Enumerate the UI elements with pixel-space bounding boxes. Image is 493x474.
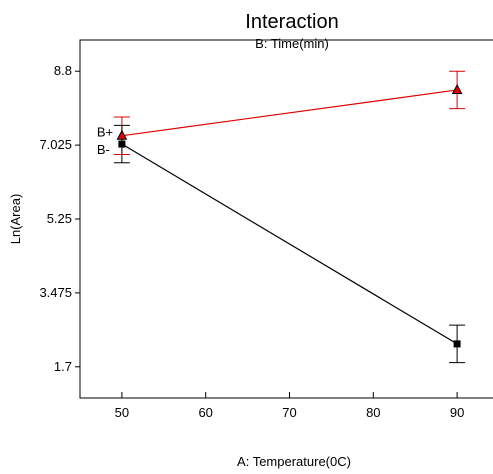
x-tick-label: 70 (282, 405, 296, 420)
x-axis-label: A: Temperature(0C) (237, 454, 351, 469)
y-axis-label: Ln(Area) (8, 194, 23, 245)
series-label: B+ (97, 125, 113, 140)
y-axis: 1.7 3.475 5.25 7.025 8.8 (39, 63, 80, 374)
series-label: B- (97, 142, 110, 157)
x-tick-label: 60 (198, 405, 212, 420)
data-point-triangle (116, 129, 128, 140)
y-tick-label: 5.25 (47, 211, 72, 226)
data-point-square (453, 340, 461, 348)
x-tick-label: 90 (450, 405, 464, 420)
x-axis: 50 60 70 80 90 (115, 392, 464, 420)
series-layer: B+ B- (97, 70, 466, 364)
series-line (121, 89, 458, 137)
chart-title: Interaction (245, 11, 338, 33)
x-tick-label: 80 (366, 405, 380, 420)
y-tick-label: 7.025 (39, 137, 72, 152)
y-tick-label: 8.8 (54, 63, 72, 78)
y-tick-label: 1.7 (54, 359, 72, 374)
data-point-triangle (451, 83, 463, 94)
chart-subtitle: B: Time(min) (255, 36, 329, 51)
series-line (121, 143, 458, 345)
x-tick-label: 50 (115, 405, 129, 420)
data-point-square (118, 140, 126, 148)
y-tick-label: 3.475 (39, 285, 72, 300)
